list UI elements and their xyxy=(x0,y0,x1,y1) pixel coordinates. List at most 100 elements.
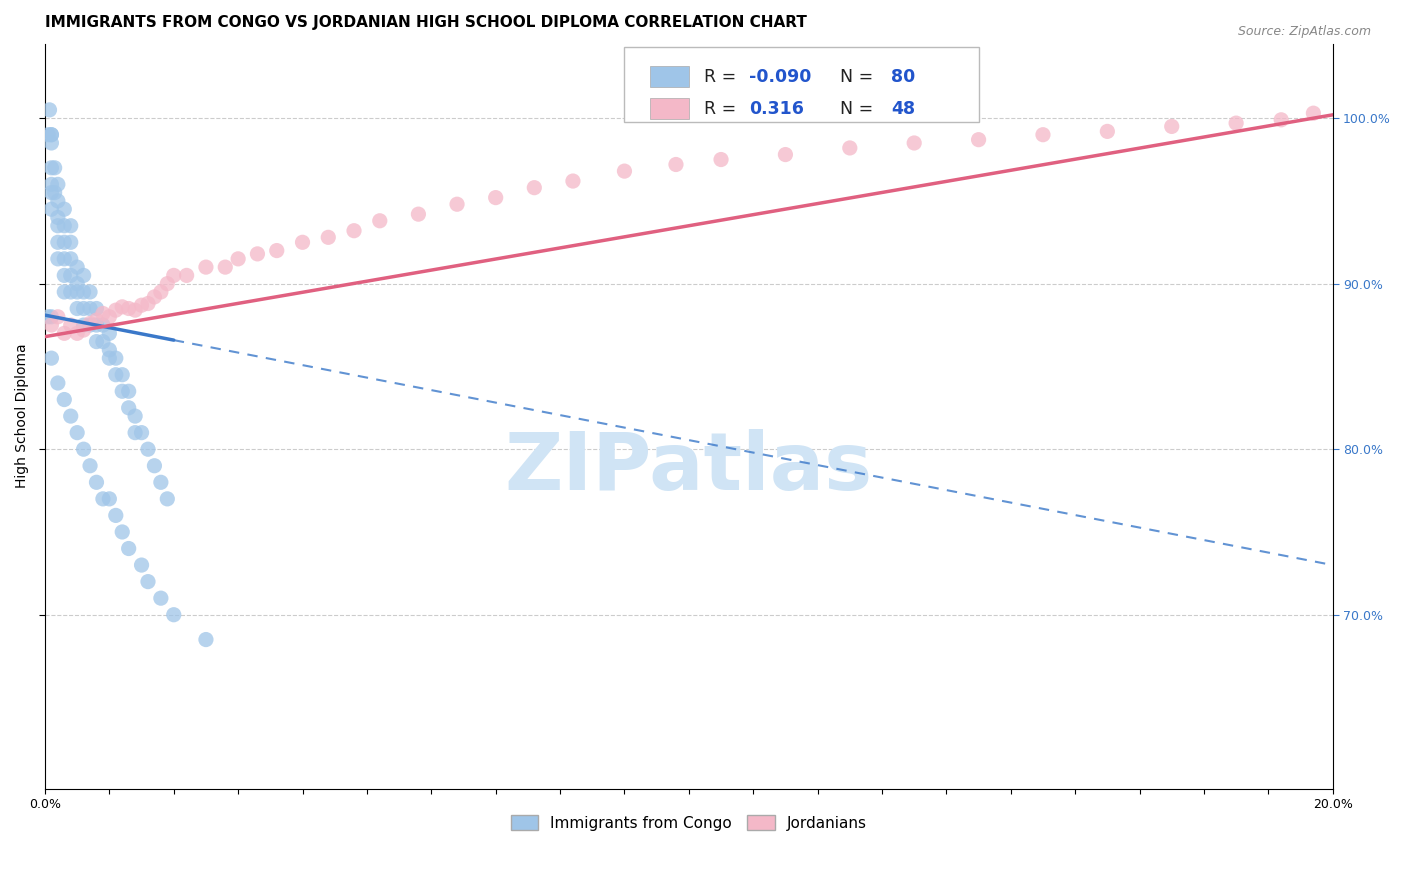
Point xyxy=(53,268,76,283)
Point xyxy=(163,607,186,622)
Point xyxy=(41,202,63,217)
Point xyxy=(136,442,159,457)
Point xyxy=(111,384,134,399)
Point xyxy=(118,301,141,316)
Point xyxy=(104,368,127,382)
Point xyxy=(72,268,94,283)
Point xyxy=(53,285,76,299)
Point xyxy=(163,268,186,283)
Point xyxy=(131,558,153,572)
Point xyxy=(561,174,583,188)
Point xyxy=(41,310,63,324)
Point xyxy=(72,285,94,299)
Point xyxy=(53,235,76,250)
Point xyxy=(967,133,990,147)
Text: Source: ZipAtlas.com: Source: ZipAtlas.com xyxy=(1237,25,1371,38)
Point xyxy=(41,178,63,192)
Point xyxy=(408,207,430,221)
Point xyxy=(523,180,546,194)
Point xyxy=(41,351,63,366)
Point xyxy=(72,318,94,332)
Point xyxy=(79,301,101,316)
Point xyxy=(79,458,101,473)
Bar xyxy=(650,98,689,120)
Text: R =: R = xyxy=(704,68,742,86)
Point xyxy=(46,310,69,324)
Point xyxy=(66,277,89,291)
Point xyxy=(41,318,63,332)
Point xyxy=(41,186,63,200)
Point xyxy=(124,303,146,318)
Point xyxy=(156,277,179,291)
Point xyxy=(37,128,59,142)
Point xyxy=(86,313,108,327)
Text: IMMIGRANTS FROM CONGO VS JORDANIAN HIGH SCHOOL DIPLOMA CORRELATION CHART: IMMIGRANTS FROM CONGO VS JORDANIAN HIGH … xyxy=(45,15,807,30)
Point xyxy=(143,290,166,304)
Point xyxy=(91,491,114,506)
Point xyxy=(79,285,101,299)
Text: N =: N = xyxy=(839,100,879,118)
Point xyxy=(104,303,127,318)
Point xyxy=(104,508,127,523)
Text: 80: 80 xyxy=(891,68,915,86)
Point xyxy=(136,574,159,589)
Point xyxy=(53,252,76,266)
Point xyxy=(710,153,733,167)
Point xyxy=(86,318,108,332)
Point xyxy=(46,219,69,233)
Text: 48: 48 xyxy=(891,100,915,118)
Point xyxy=(118,384,141,399)
Text: R =: R = xyxy=(704,100,742,118)
Point xyxy=(291,235,314,250)
Point xyxy=(59,409,82,423)
Point xyxy=(86,475,108,490)
Point xyxy=(53,219,76,233)
Point xyxy=(485,191,508,205)
Text: 0.316: 0.316 xyxy=(749,100,804,118)
Point xyxy=(446,197,468,211)
Point xyxy=(98,491,121,506)
Point xyxy=(111,300,134,314)
Point xyxy=(1097,124,1119,138)
Point xyxy=(41,136,63,150)
Point xyxy=(136,296,159,310)
FancyBboxPatch shape xyxy=(624,47,979,122)
Point xyxy=(53,326,76,341)
Point xyxy=(46,194,69,208)
Point xyxy=(124,409,146,423)
Point xyxy=(176,268,198,283)
Point xyxy=(72,442,94,457)
Point xyxy=(91,334,114,349)
Point xyxy=(266,244,288,258)
Point xyxy=(79,318,101,332)
Point xyxy=(91,306,114,320)
Point xyxy=(53,392,76,407)
Point xyxy=(46,235,69,250)
Point xyxy=(226,252,249,266)
Point xyxy=(72,323,94,337)
Point xyxy=(143,458,166,473)
Point xyxy=(118,541,141,556)
Point xyxy=(41,161,63,175)
Point xyxy=(1270,112,1292,127)
Point xyxy=(149,591,172,606)
Point xyxy=(131,298,153,312)
Point xyxy=(59,235,82,250)
Point xyxy=(613,164,636,178)
Point xyxy=(66,260,89,274)
Point xyxy=(53,202,76,217)
Point xyxy=(316,230,339,244)
Point xyxy=(118,401,141,415)
Point xyxy=(98,351,121,366)
Point xyxy=(194,632,217,647)
Point xyxy=(149,285,172,299)
Point xyxy=(838,141,860,155)
Point xyxy=(46,178,69,192)
Point xyxy=(98,310,121,324)
Point xyxy=(368,214,391,228)
Point xyxy=(156,491,179,506)
Point xyxy=(86,301,108,316)
Text: -0.090: -0.090 xyxy=(749,68,811,86)
Point xyxy=(66,285,89,299)
Point xyxy=(59,252,82,266)
